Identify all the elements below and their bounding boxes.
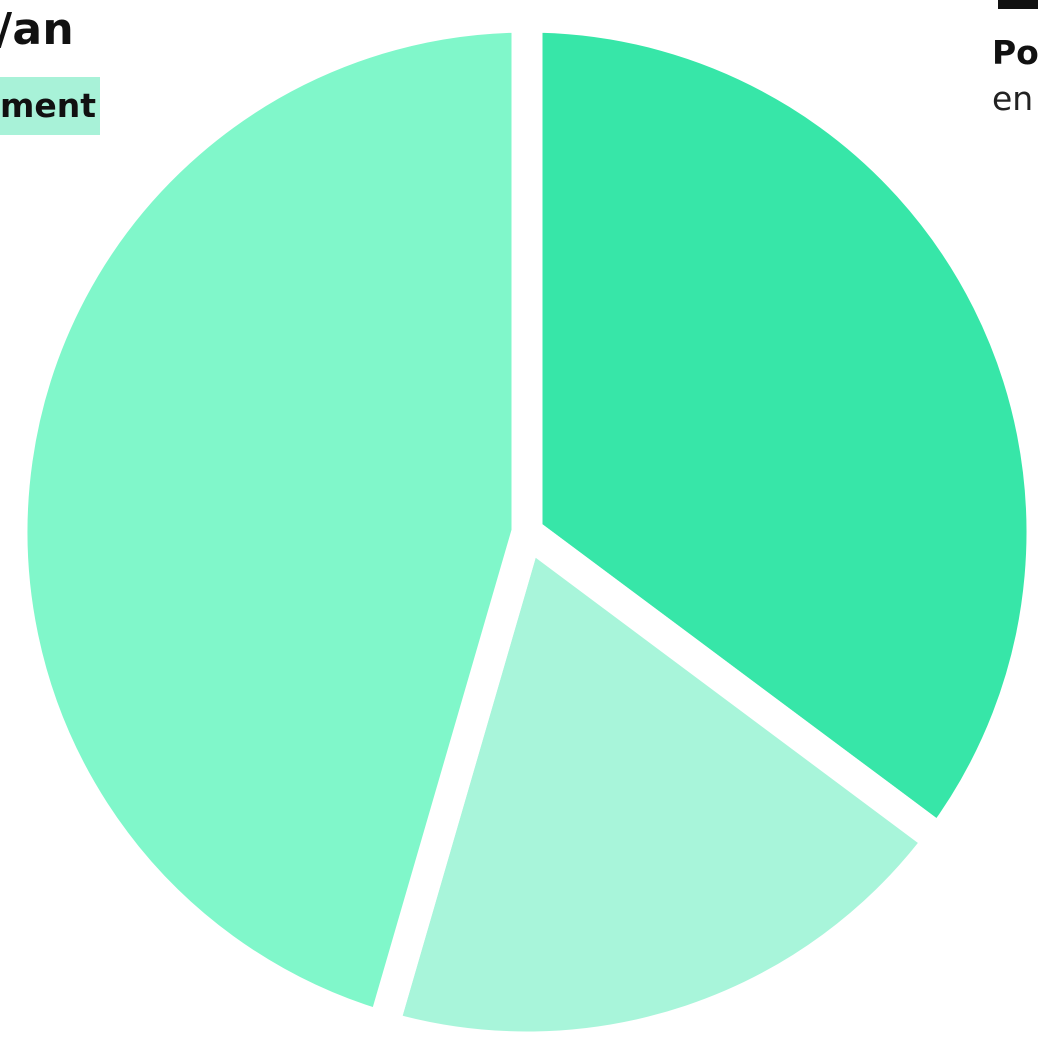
chart-subtitle-fragment: ment <box>0 77 101 135</box>
pie-slice-1 <box>511 1 1038 862</box>
legend-label-fragment: Po <box>992 33 1038 72</box>
chart-title-fragment: /an <box>0 4 74 55</box>
legend-description-fragment: en <box>992 79 1034 118</box>
legend-fragment: Po en <box>992 30 1038 122</box>
top-right-rule <box>998 0 1038 9</box>
pie-slice-2 <box>364 506 962 1045</box>
pie-slice-3 <box>0 1 543 1045</box>
